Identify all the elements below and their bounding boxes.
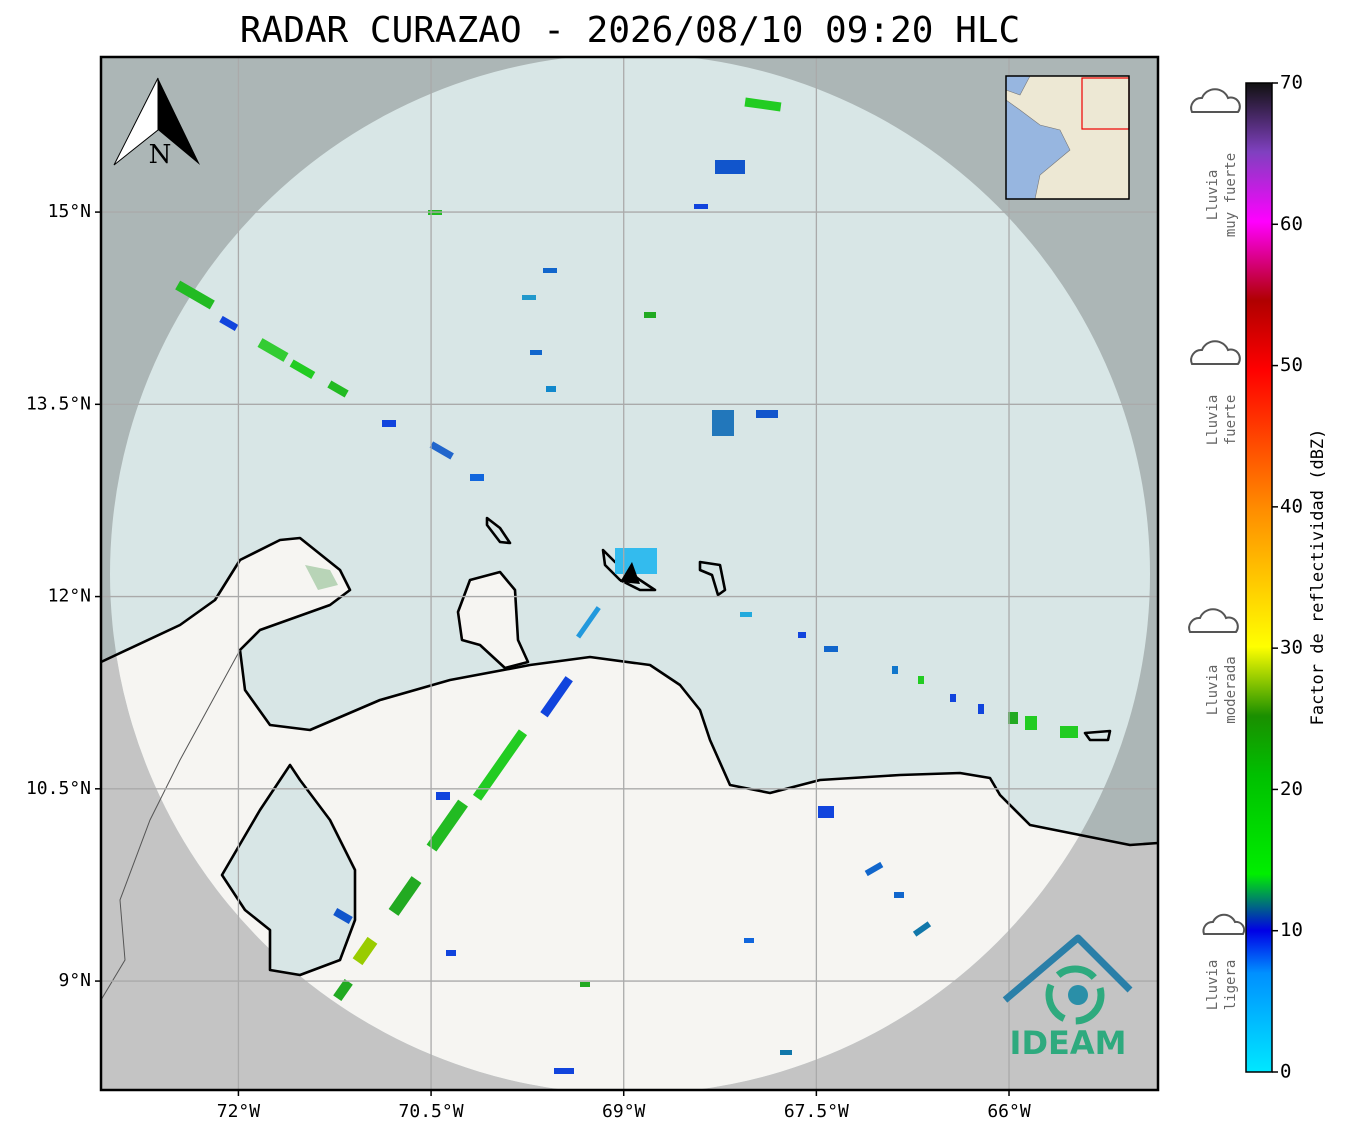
colorbar	[1245, 82, 1273, 1073]
radar-echoes	[175, 97, 1078, 1074]
colorbar-tick-label: 20	[1280, 778, 1303, 800]
rain-icons	[1188, 88, 1246, 935]
map: N IDEAM	[101, 57, 1158, 1090]
colorbar-tick-label: 30	[1280, 637, 1303, 659]
colorbar-tick-label: 0	[1280, 1061, 1291, 1083]
legend-label: moderada	[1223, 656, 1239, 723]
legend-label: Lluvia	[1205, 170, 1221, 221]
radar-site	[620, 562, 640, 584]
north-label: N	[149, 140, 172, 170]
legend-label: Lluvia	[1205, 960, 1221, 1011]
x-tick-label: 69°W	[602, 1101, 646, 1122]
title: RADAR CURAZAO - 2026/08/10 09:20 HLC	[240, 10, 1020, 51]
x-tick-label: 66°W	[987, 1101, 1031, 1122]
x-tick-label: 72°W	[217, 1101, 261, 1122]
colorbar-tick-label: 60	[1280, 213, 1303, 235]
colorbar-tick-label: 10	[1280, 919, 1303, 941]
map-frame	[99, 55, 1160, 1092]
legend-label: Lluvia	[1205, 665, 1221, 716]
north-arrow: N	[113, 77, 200, 170]
legend-label: muy fuerte	[1223, 153, 1239, 237]
x-tick-label: 70.5°W	[399, 1101, 464, 1122]
inset-map	[1005, 75, 1130, 200]
colorbar-tick-label: 70	[1280, 72, 1303, 94]
y-tick-label: 9°N	[58, 970, 91, 991]
colorbar-tick-label: 50	[1280, 354, 1303, 376]
y-tick-label: 15°N	[48, 201, 91, 222]
colorbar-ticks: 0 10 20 30 40 50 60 70	[1272, 72, 1303, 1083]
grid	[101, 57, 1158, 1090]
legend-label: ligera	[1223, 960, 1239, 1011]
legend-label: Lluvia	[1205, 395, 1221, 446]
coastlines	[101, 516, 1158, 1001]
y-tick-label: 12°N	[48, 586, 91, 607]
colorbar-tick-label: 40	[1280, 495, 1303, 517]
colorbar-label: Factor de reflectividad (dBZ)	[1308, 429, 1328, 726]
lake	[222, 765, 355, 975]
logo-text: IDEAM	[1010, 1024, 1127, 1062]
logo: IDEAM	[1002, 934, 1133, 1062]
y-tick-label: 13.5°N	[26, 393, 91, 414]
legend-label: fuerte	[1223, 395, 1239, 446]
x-tick-label: 67.5°W	[784, 1101, 849, 1122]
y-tick-label: 10.5°N	[26, 778, 91, 799]
